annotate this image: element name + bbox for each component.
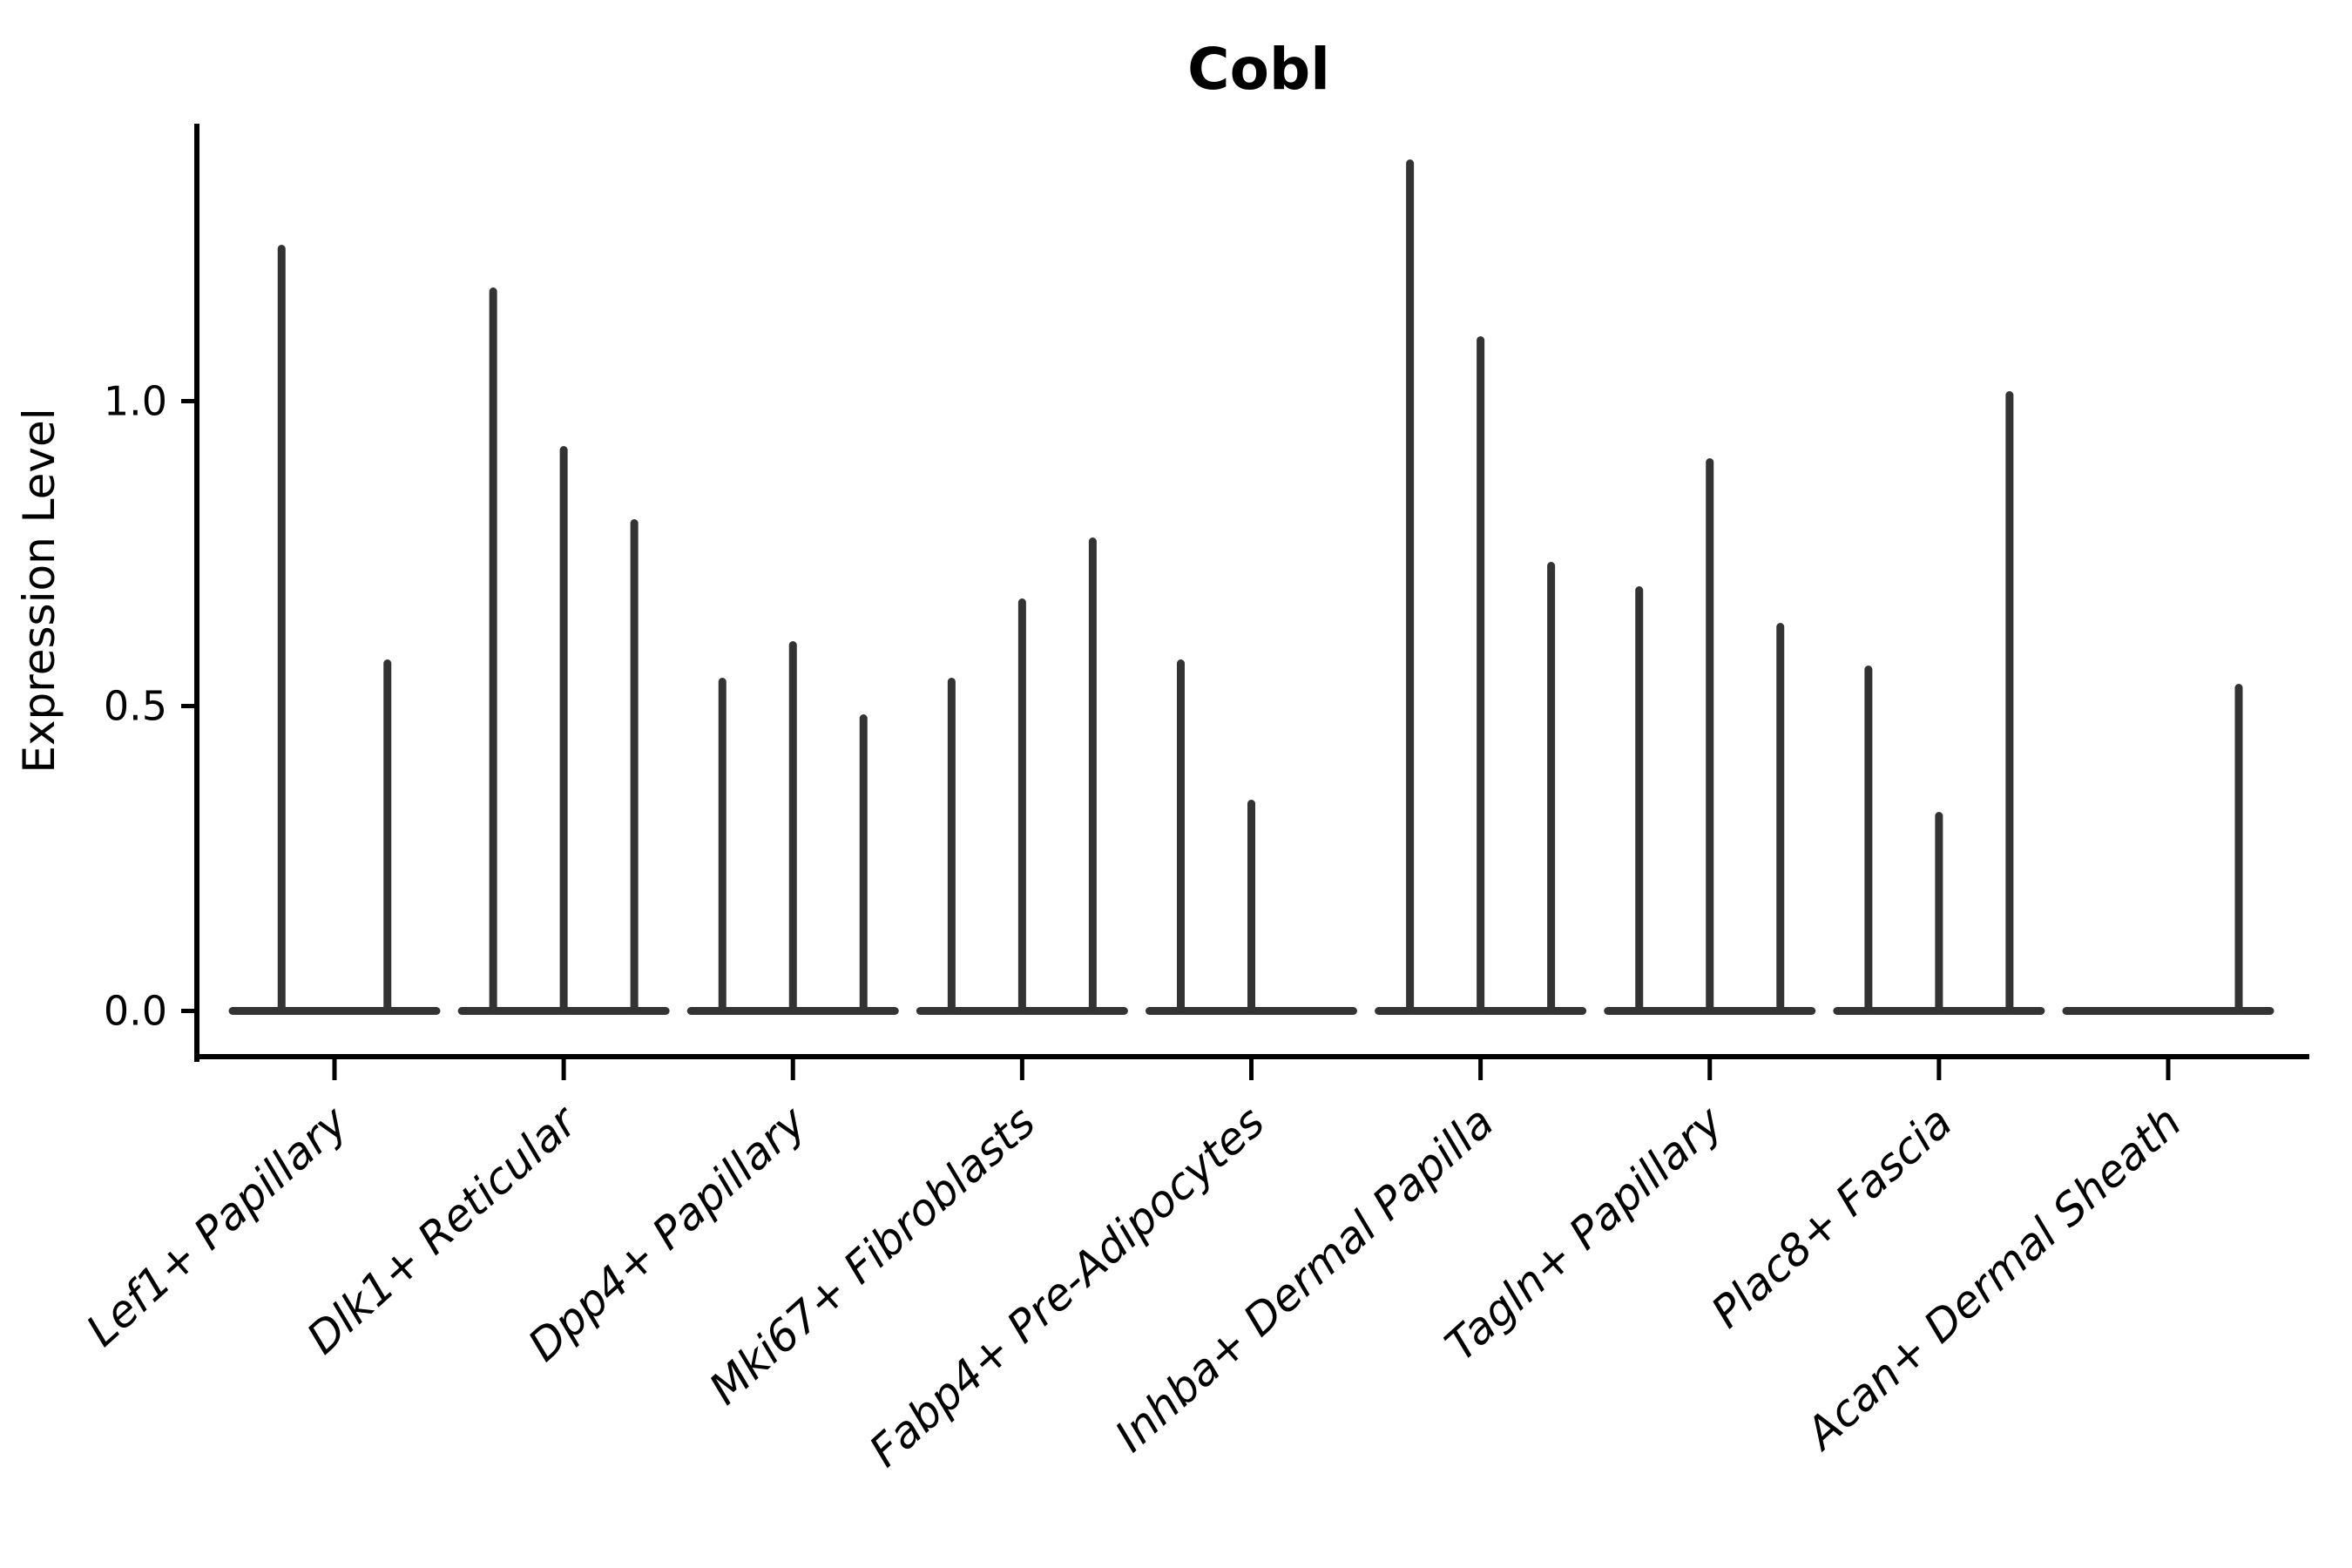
bottom-spine: [194, 1054, 2309, 1059]
x-tick-label: Inhba+ Dermal Papilla: [1105, 1097, 1504, 1462]
x-tick-label: Plac8+ Fascia: [1702, 1097, 1962, 1338]
x-tick-label: Fabp4+ Pre-Adipocytes: [860, 1097, 1274, 1477]
left-spine: [194, 124, 199, 1062]
x-tick-label: Acan+ Dermal Sheath: [1794, 1097, 2191, 1461]
y-tick-label: 0.0: [104, 988, 167, 1035]
chart-title: Cobl: [1187, 36, 1330, 103]
y-tick-label: 1.0: [104, 378, 167, 425]
violin-baseline: [2062, 1007, 2274, 1015]
violin-baseline: [228, 1007, 441, 1015]
y-axis-label: Expression Level: [14, 408, 64, 773]
y-tick-label: 0.5: [104, 683, 167, 730]
